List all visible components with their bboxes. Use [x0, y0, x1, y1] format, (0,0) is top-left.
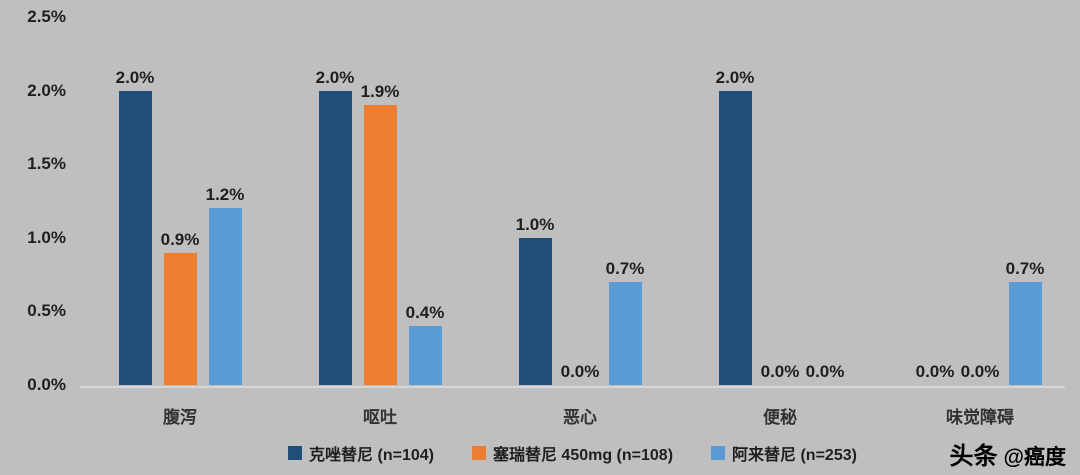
y-axis: 0.0% 0.5% 1.0% 1.5% 2.0% 2.5%: [0, 0, 68, 475]
bar: [608, 281, 642, 385]
bar-column: 0.0%: [560, 362, 600, 385]
bar-value-label: 0.7%: [1005, 258, 1045, 278]
bar: [363, 105, 397, 385]
bar-value-label: 2.0%: [315, 67, 355, 87]
x-axis-category-labels: 腹泻 呕吐 恶心 便秘 味觉障碍: [0, 403, 1080, 429]
watermark: 头条 @癌度: [950, 436, 1066, 471]
bar: [1008, 281, 1042, 385]
bar: [518, 237, 552, 385]
legend-item: 克唑替尼 (n=104): [288, 441, 434, 465]
x-axis-category-label: 味觉障碍: [946, 408, 1014, 427]
bar-column: 1.9%: [360, 82, 400, 385]
y-axis-tick-label: 2.0%: [27, 80, 66, 100]
bar-group: 2.0% 1.9% 0.4%: [280, 17, 480, 385]
bar-value-label: 0.0%: [805, 362, 845, 381]
legend-swatch: [711, 446, 726, 460]
bar-column: 1.2%: [205, 185, 245, 385]
legend-item: 塞瑞替尼 450mg (n=108): [471, 441, 674, 465]
bar: [163, 252, 197, 385]
watermark-brand: 头条: [949, 443, 998, 470]
watermark-handle: @癌度: [1003, 446, 1066, 469]
bar-column: 0.0%: [805, 362, 845, 385]
bar-column: 0.0%: [960, 362, 1000, 385]
bar-value-label: 0.4%: [405, 303, 445, 323]
bar-value-label: 2.0%: [115, 67, 155, 87]
bar-column: 0.7%: [1005, 258, 1045, 385]
legend: 克唑替尼 (n=104) 塞瑞替尼 450mg (n=108) 阿来替尼 (n=25…: [80, 441, 1065, 465]
legend-label: 塞瑞替尼 450mg (n=108): [492, 447, 674, 464]
bar-value-label: 0.7%: [605, 258, 645, 278]
bar-column: 0.9%: [160, 229, 200, 385]
bar: [718, 90, 752, 385]
bar-value-label: 1.9%: [360, 82, 400, 102]
bar: [318, 90, 352, 385]
bar-group: 2.0% 0.0% 0.0%: [680, 17, 880, 385]
bar-group: 2.0% 0.9% 1.2%: [80, 17, 280, 385]
y-axis-tick-label: 0.5%: [27, 301, 66, 321]
x-axis-category-label: 呕吐: [363, 408, 397, 427]
bar-value-label: 2.0%: [715, 67, 755, 87]
legend-swatch: [471, 446, 486, 460]
bar-value-label: 1.0%: [515, 214, 555, 234]
bar-column: 2.0%: [115, 67, 155, 385]
bar-column: 0.0%: [760, 362, 800, 385]
x-axis-category-label: 恶心: [563, 408, 597, 427]
legend-label: 阿来替尼 (n=253): [732, 447, 857, 464]
x-axis-category-label: 便秘: [763, 408, 797, 427]
legend-item: 阿来替尼 (n=253): [711, 441, 857, 465]
plot-area: 2.0% 0.9% 1.2% 2.0% 1.9% 0.4% 1.0% 0.0% 0.7% 2.0%…: [80, 17, 1080, 385]
bar-column: 0.4%: [405, 303, 445, 385]
x-axis-category-label: 腹泻: [163, 408, 197, 427]
bar-column: 2.0%: [715, 67, 755, 385]
x-axis-line: [80, 386, 1065, 388]
bar-column: 0.7%: [605, 258, 645, 385]
bar: [408, 326, 442, 385]
bar-value-label: 1.2%: [205, 185, 245, 205]
bar-value-label: 0.0%: [760, 362, 800, 381]
bar: [118, 90, 152, 385]
bar-column: 1.0%: [515, 214, 555, 385]
y-axis-tick-label: 1.0%: [27, 227, 66, 247]
bar-group: 0.0% 0.0% 0.7%: [880, 17, 1080, 385]
bar-group: 1.0% 0.0% 0.7%: [480, 17, 680, 385]
y-axis-tick-label: 1.5%: [27, 154, 66, 174]
bar-column: 2.0%: [315, 67, 355, 385]
legend-swatch: [288, 446, 303, 460]
bar: [208, 208, 242, 385]
bar-value-label: 0.0%: [915, 362, 955, 381]
legend-label: 克唑替尼 (n=104): [309, 447, 434, 464]
bar-value-label: 0.9%: [160, 229, 200, 249]
y-axis-tick-label: 0.0%: [27, 375, 66, 394]
y-axis-tick-label: 2.5%: [27, 7, 66, 26]
bar-column: 0.0%: [915, 362, 955, 385]
bar-value-label: 0.0%: [960, 362, 1000, 381]
bar-value-label: 0.0%: [560, 362, 600, 381]
